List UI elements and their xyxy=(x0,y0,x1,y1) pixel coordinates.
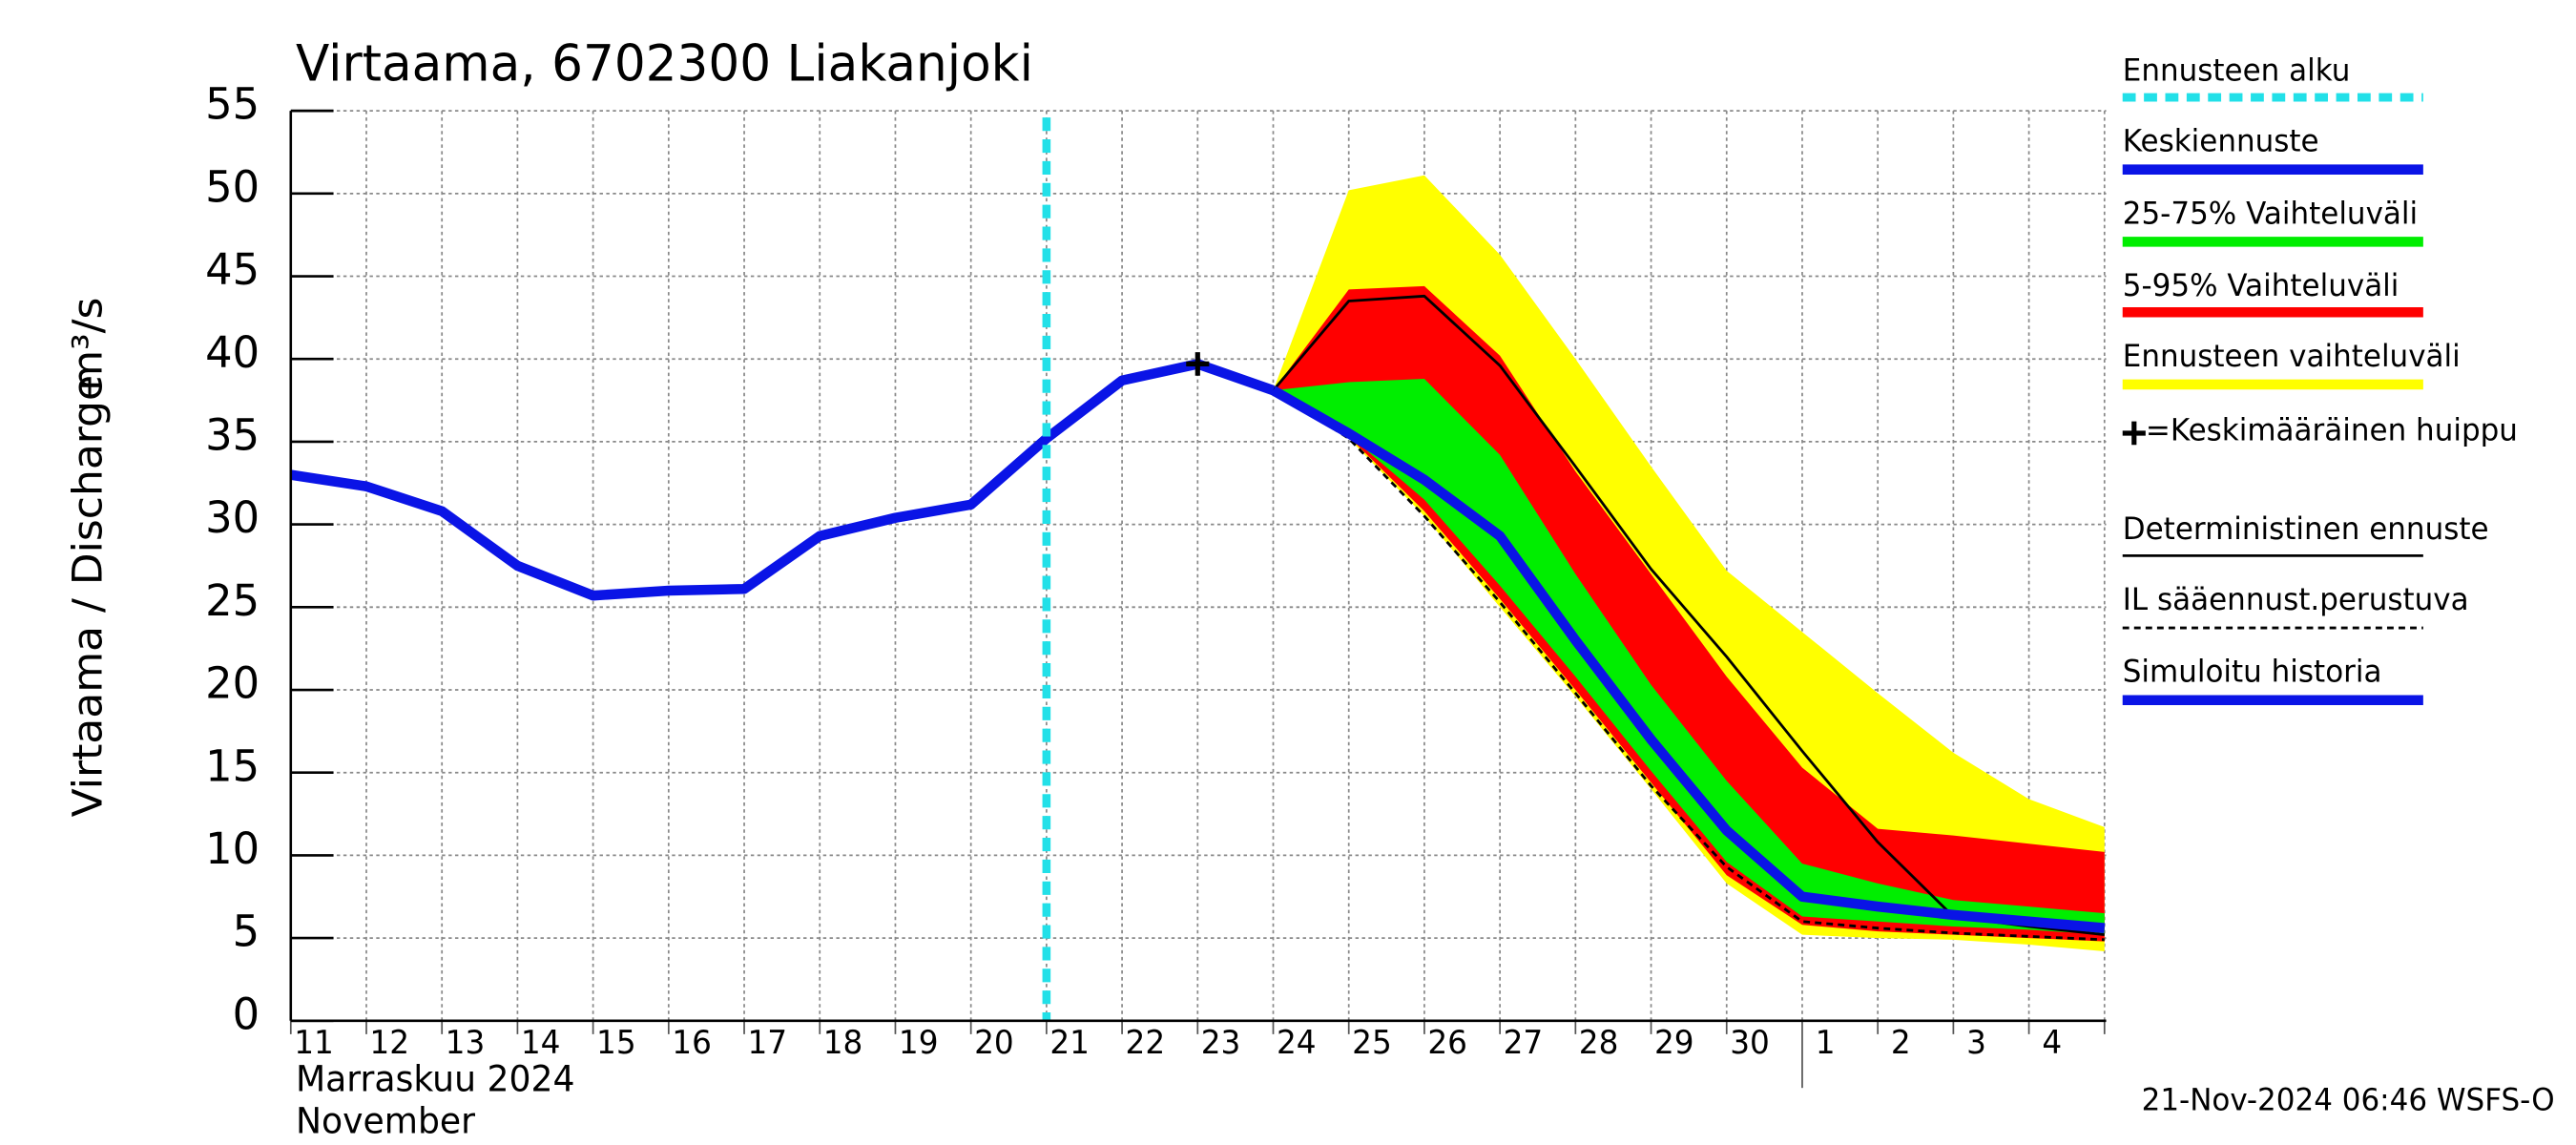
x-tick-label: 13 xyxy=(446,1024,486,1061)
x-tick-label: 14 xyxy=(521,1024,561,1061)
x-tick-label: 22 xyxy=(1126,1024,1166,1061)
legend-label: Deterministinen ennuste xyxy=(2123,512,2489,547)
y-tick-label: 20 xyxy=(205,657,260,709)
x-tick-label: 3 xyxy=(1966,1024,1986,1061)
legend-swatch xyxy=(2122,421,2146,446)
y-tick-label: 0 xyxy=(233,989,260,1040)
chart-title: Virtaama, 6702300 Liakanjoki xyxy=(296,35,1033,94)
y-axis-unit: m³/s xyxy=(65,298,112,391)
x-tick-label: 20 xyxy=(974,1024,1014,1061)
x-tick-label: 23 xyxy=(1201,1024,1241,1061)
series-line xyxy=(1272,388,2105,942)
y-tick-label: 45 xyxy=(205,244,260,296)
x-tick-label: 17 xyxy=(747,1024,787,1061)
y-axis-label: Virtaama / Discharge xyxy=(65,375,112,817)
x-tick-label: 26 xyxy=(1427,1024,1467,1061)
x-tick-label: 16 xyxy=(672,1024,712,1061)
legend-label: Ennusteen vaihteluväli xyxy=(2123,340,2461,374)
legend-label: Simuloitu historia xyxy=(2123,655,2382,689)
x-tick-label: 28 xyxy=(1579,1024,1619,1061)
x-tick-label: 15 xyxy=(596,1024,636,1061)
legend-label: Keskiennuste xyxy=(2123,124,2319,158)
x-tick-label: 21 xyxy=(1049,1024,1090,1061)
x-tick-label: 19 xyxy=(899,1024,939,1061)
y-tick-label: 30 xyxy=(205,492,260,544)
x-tick-label: 2 xyxy=(1891,1024,1911,1061)
month-label-en: November xyxy=(296,1100,476,1141)
peak-marker xyxy=(1186,352,1210,376)
x-tick-label: 24 xyxy=(1277,1024,1317,1061)
y-tick-label: 40 xyxy=(205,326,260,378)
x-tick-label: 29 xyxy=(1654,1024,1694,1061)
y-tick-label: 10 xyxy=(205,823,260,875)
legend-label: IL sääennust.perustuva xyxy=(2123,583,2469,617)
x-tick-label: 12 xyxy=(369,1024,409,1061)
legend-label: Ennusteen alku xyxy=(2123,53,2351,88)
y-tick-label: 35 xyxy=(205,409,260,461)
x-tick-label: 30 xyxy=(1730,1024,1770,1061)
x-tick-label: 4 xyxy=(2042,1024,2062,1061)
x-tick-label: 1 xyxy=(1816,1024,1836,1061)
x-tick-label: 11 xyxy=(294,1024,334,1061)
x-tick-label: 25 xyxy=(1352,1024,1392,1061)
x-tick-label: 18 xyxy=(823,1024,863,1061)
y-tick-label: 25 xyxy=(205,574,260,626)
x-tick-label: 27 xyxy=(1504,1024,1544,1061)
legend-label: 25-75% Vaihteluväli xyxy=(2123,197,2418,231)
legend-label: 5-95% Vaihteluväli xyxy=(2123,269,2399,303)
month-label: Marraskuu 2024 xyxy=(296,1058,575,1099)
series-line xyxy=(290,359,1276,601)
y-tick-label: 55 xyxy=(205,78,260,130)
y-tick-label: 15 xyxy=(205,740,260,792)
series-line xyxy=(1270,385,2106,933)
legend-label: =Keskimääräinen huippu xyxy=(2146,413,2518,448)
y-tick-label: 5 xyxy=(233,906,260,957)
footer: 21-Nov-2024 06:46 WSFS-O xyxy=(2142,1083,2555,1117)
y-tick-label: 50 xyxy=(205,161,260,213)
